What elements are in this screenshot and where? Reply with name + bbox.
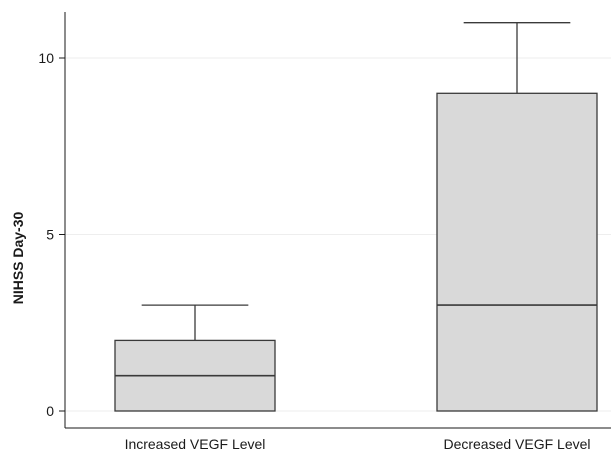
box-2 [436, 22, 598, 412]
box-1 [114, 304, 276, 412]
box-iqr [436, 92, 598, 412]
y-ticks: 0 5 10 [38, 50, 65, 419]
y-tick-label-10: 10 [38, 50, 54, 66]
x-category-label-1: Increased VEGF Level [125, 436, 266, 452]
y-tick-label-5: 5 [46, 227, 54, 243]
y-axis-title: NIHSS Day-30 [10, 211, 26, 304]
boxes [114, 22, 598, 412]
x-category-label-2: Decreased VEGF Level [443, 436, 590, 452]
category-labels: Increased VEGF Level Decreased VEGF Level [125, 436, 591, 452]
y-tick-label-0: 0 [46, 403, 54, 419]
axes [64, 12, 611, 429]
